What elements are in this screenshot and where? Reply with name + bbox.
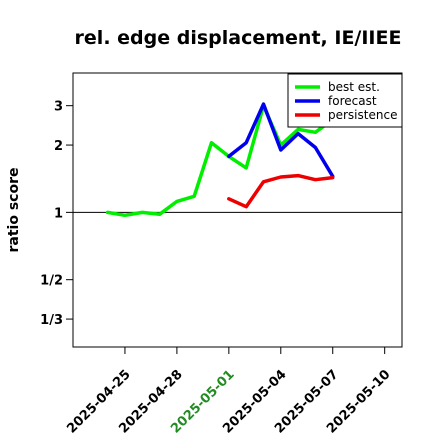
y-tick-label: 2 xyxy=(54,139,63,154)
series-line-best-est xyxy=(105,103,335,218)
y-axis-label: ratio score xyxy=(6,168,22,253)
legend-label: forecast xyxy=(328,94,377,108)
legend-label: persistence xyxy=(328,108,397,122)
y-tick-label: 3 xyxy=(54,100,63,115)
y-tick-label: 1 xyxy=(54,206,63,221)
plot-frame xyxy=(72,72,403,348)
chart-title: rel. edge displacement, IE/IIEE xyxy=(75,27,402,49)
series-line-forecast xyxy=(227,102,335,179)
y-tick-label: 1/2 xyxy=(40,274,63,289)
y-tick-label: 1/3 xyxy=(40,313,63,328)
legend-label: best est. xyxy=(328,80,380,94)
series-line-persistence xyxy=(227,173,335,209)
